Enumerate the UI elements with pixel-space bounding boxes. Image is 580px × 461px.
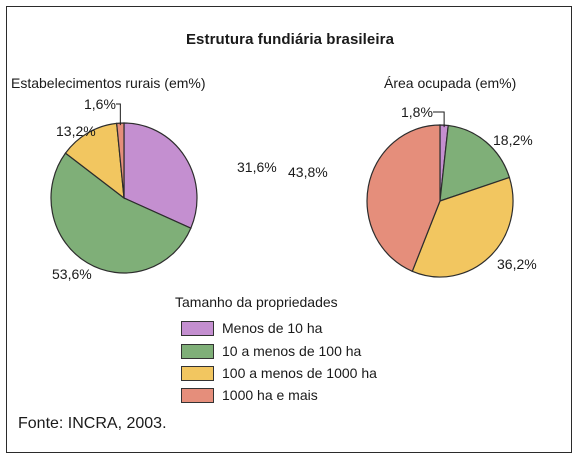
legend-swatch-purple [181, 320, 214, 336]
legend-swatch-salmon [181, 387, 214, 403]
data-label: 53,6% [52, 266, 92, 282]
legend-label: 1000 ha e mais [222, 387, 318, 403]
data-label: 31,6% [237, 159, 277, 175]
pie-slice-1000-ha-e-mais [366, 124, 441, 273]
pie-slice-100-a-menos-de-1000-ha [411, 176, 514, 278]
leader-line [116, 103, 121, 126]
pie-chart-1: Estabelecimentos rurais (em%) 31,6% 53,6% 1… [11, 75, 277, 282]
pie-slice-100-a-menos-de-1000-ha [64, 122, 125, 200]
chart-title: Área ocupada (em%) [384, 75, 516, 91]
legend-item-10-100: 10 a menos de 100 ha [181, 341, 361, 361]
legend-item-1000-mais: 1000 ha e mais [181, 385, 318, 405]
legend-item-100-1000: 100 a menos de 1000 ha [181, 363, 377, 383]
data-label: 36,2% [497, 256, 537, 272]
figure-title: Estrutura fundiária brasileira [185, 31, 395, 48]
data-label: 1,6% [84, 96, 116, 112]
data-label: 1,8% [401, 104, 433, 120]
legend-swatch-yellow [181, 365, 214, 381]
data-label: 18,2% [493, 132, 533, 148]
pie-chart-2: Área ocupada (em%) 1,8% 18,2% 36,2% 43,8% [288, 75, 537, 278]
leader-line [433, 111, 445, 128]
legend-label: 10 a menos de 100 ha [222, 343, 362, 359]
legend-label: 100 a menos de 1000 ha [222, 365, 377, 381]
pie-slice-10-a-menos-de-100-ha [439, 124, 511, 202]
data-label: 13,2% [56, 123, 96, 139]
legend-item-menos-10: Menos de 10 ha [181, 318, 322, 338]
pie-slice-10-a-menos-de-100-ha [50, 152, 192, 274]
legend-title: Tamanho da propriedades [175, 294, 338, 310]
chart-title: Estabelecimentos rurais (em%) [11, 75, 206, 91]
data-label: 43,8% [288, 164, 328, 180]
pie-slice-menos-de-10-ha [123, 122, 198, 230]
source-note: Fonte: INCRA, 2003. [18, 415, 167, 432]
legend-swatch-green [181, 343, 214, 359]
legend-label: Menos de 10 ha [222, 320, 323, 336]
